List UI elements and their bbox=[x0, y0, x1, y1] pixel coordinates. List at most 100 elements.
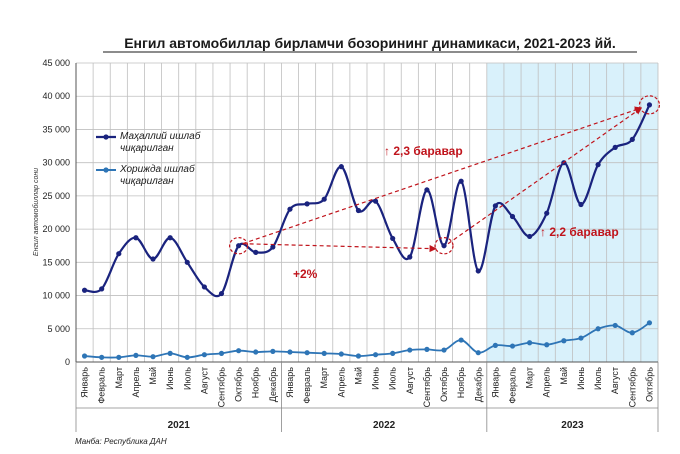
data-point bbox=[441, 243, 447, 249]
data-point bbox=[612, 144, 618, 150]
legend-label-local: Маҳаллий ишлаб чиқарилган bbox=[120, 130, 203, 154]
y-tick-label: 5 000 bbox=[47, 324, 70, 334]
legend-marker-foreign bbox=[103, 167, 109, 173]
data-point bbox=[81, 287, 88, 293]
data-point bbox=[475, 350, 481, 356]
data-point bbox=[338, 164, 344, 170]
data-point bbox=[99, 286, 105, 292]
x-tick-label: Октябрь bbox=[234, 367, 244, 402]
annotation-arrow-2022-2023 bbox=[447, 107, 643, 245]
x-tick-label: Февраль bbox=[97, 367, 107, 404]
x-tick-label: Январь bbox=[490, 367, 500, 398]
annotation-2-3x: ↑ 2,3 баравар bbox=[384, 144, 463, 158]
data-point bbox=[458, 337, 464, 343]
y-tick-label: 45 000 bbox=[42, 58, 70, 68]
data-point bbox=[629, 136, 635, 143]
year-label: 2023 bbox=[561, 420, 584, 431]
data-point bbox=[133, 352, 139, 358]
data-point bbox=[304, 201, 310, 207]
y-tick-label: 30 000 bbox=[42, 158, 70, 168]
x-tick-label: Март bbox=[319, 367, 329, 389]
annotation-circle-oct-2023 bbox=[638, 95, 661, 115]
y-tick-label: 15 000 bbox=[42, 257, 70, 267]
grid-lines bbox=[75, 62, 659, 363]
data-point bbox=[321, 196, 327, 202]
y-tick-label: 20 000 bbox=[42, 224, 70, 234]
x-tick-label: Май bbox=[559, 367, 569, 385]
x-tick-label: Июнь bbox=[165, 367, 175, 390]
y-tick-label: 25 000 bbox=[42, 191, 70, 201]
x-tick-label: Ноябрь bbox=[456, 367, 466, 399]
x-tick-label: Сентябрь bbox=[627, 367, 637, 408]
x-tick-label: Июль bbox=[388, 367, 398, 390]
data-point bbox=[287, 206, 293, 212]
data-point bbox=[424, 346, 430, 352]
x-tick-label: Март bbox=[114, 367, 124, 389]
x-tick-label: Апрель bbox=[542, 367, 552, 398]
data-point bbox=[270, 244, 276, 250]
data-point bbox=[509, 343, 516, 349]
x-tick-label: Январь bbox=[285, 367, 295, 398]
annotation-shapes bbox=[229, 95, 661, 255]
data-point bbox=[167, 350, 173, 356]
data-point bbox=[527, 340, 533, 346]
x-tick-label: Август bbox=[610, 367, 620, 394]
data-point bbox=[201, 352, 207, 358]
data-point bbox=[407, 254, 413, 260]
data-point bbox=[355, 353, 362, 359]
data-point bbox=[441, 347, 447, 353]
data-point bbox=[270, 348, 276, 354]
data-point bbox=[372, 198, 379, 204]
y-tick-label: 10 000 bbox=[42, 291, 70, 301]
data-point bbox=[595, 326, 601, 332]
data-point bbox=[475, 268, 481, 274]
data-point bbox=[578, 335, 584, 341]
data-point bbox=[372, 352, 379, 358]
x-axis-year-labels: 2021 2022 2023 bbox=[75, 362, 659, 432]
data-point bbox=[321, 350, 327, 356]
source-note: Манба: Республика ДАН bbox=[75, 437, 167, 446]
data-point bbox=[355, 207, 362, 214]
series-points bbox=[81, 102, 653, 360]
data-point bbox=[407, 347, 413, 353]
x-tick-label: Июль bbox=[593, 367, 603, 390]
y-tick-label: 0 bbox=[65, 357, 70, 367]
x-tick-label: Сентябрь bbox=[217, 367, 227, 408]
data-point bbox=[544, 342, 550, 348]
data-point bbox=[218, 290, 225, 297]
y-tick-label: 35 000 bbox=[42, 124, 70, 134]
data-point bbox=[424, 187, 430, 193]
data-point bbox=[629, 330, 635, 336]
data-point bbox=[561, 338, 567, 344]
y-axis-label: Енгил автомобиллар сони bbox=[32, 168, 40, 256]
series-line-foreign bbox=[84, 322, 650, 359]
x-tick-label: Январь bbox=[80, 367, 90, 398]
x-tick-label: Декабрь bbox=[268, 367, 278, 402]
data-point bbox=[218, 350, 225, 356]
data-point bbox=[458, 178, 464, 184]
x-tick-label: Июнь bbox=[371, 367, 381, 390]
x-tick-label: Февраль bbox=[508, 367, 518, 404]
x-tick-label: Апрель bbox=[131, 367, 141, 398]
data-point bbox=[304, 350, 310, 356]
data-point bbox=[527, 233, 533, 240]
x-tick-label: Май bbox=[353, 367, 363, 385]
data-point bbox=[253, 349, 259, 355]
data-point bbox=[492, 342, 498, 348]
data-point bbox=[338, 351, 344, 357]
data-point bbox=[150, 354, 156, 360]
chart-title: Енгил автомобиллар бирламчи бозорининг д… bbox=[124, 35, 616, 51]
data-point bbox=[201, 284, 207, 290]
annotation-arrow-2021-2023 bbox=[242, 106, 643, 245]
x-axis-month-labels: Январь Февраль Март Апрель Май Июнь Июль Август… bbox=[80, 367, 655, 408]
annotation-circle-oct-2021 bbox=[229, 237, 249, 255]
x-tick-label: Июль bbox=[182, 367, 192, 390]
legend-label-foreign: Хорижда ишлаб чиқарилган bbox=[119, 163, 197, 187]
data-point bbox=[236, 243, 242, 249]
y-axis-ticks: 0 5 000 10 000 15 000 20 000 25 000 30 000 35 0… bbox=[42, 58, 70, 367]
x-axis bbox=[75, 63, 658, 363]
x-tick-label: Февраль bbox=[302, 367, 312, 404]
x-tick-label: Август bbox=[199, 367, 209, 394]
data-point bbox=[544, 210, 550, 216]
